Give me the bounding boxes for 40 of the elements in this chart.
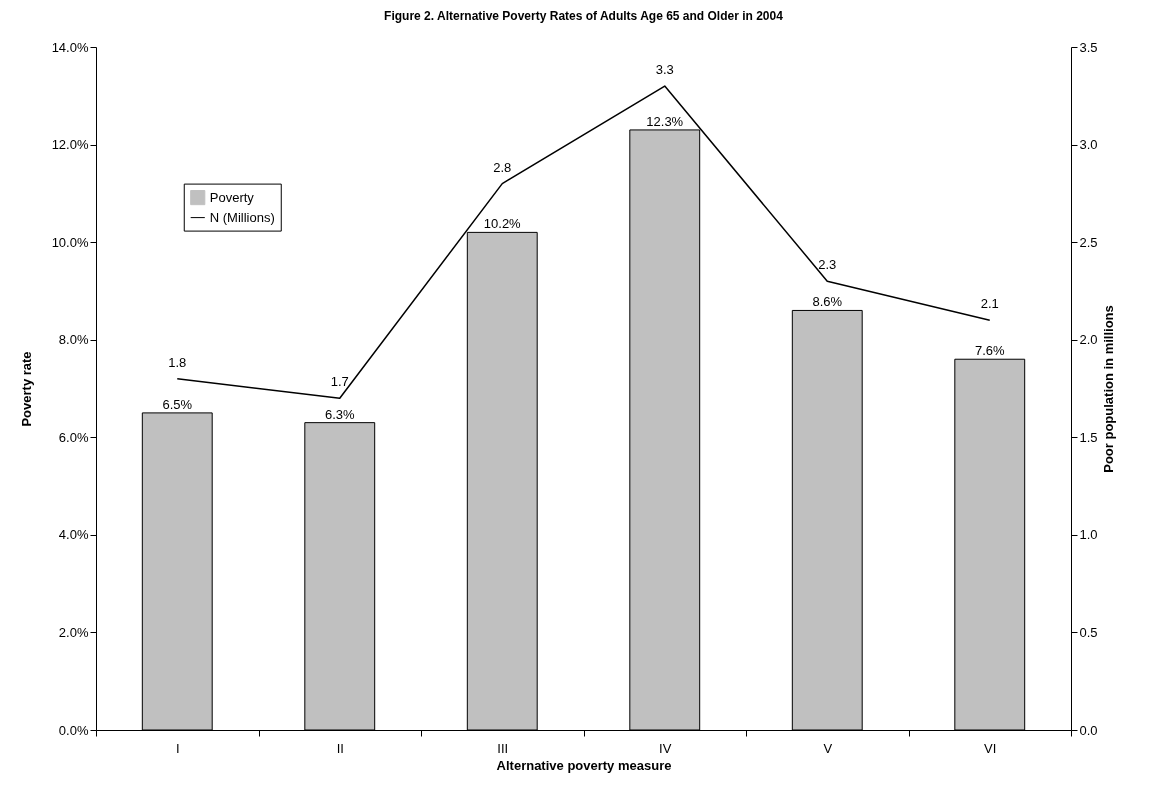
- data-label: 1.7: [330, 374, 349, 390]
- data-label: 3.3: [655, 62, 674, 78]
- y-axis-title: Poverty rate: [18, 351, 34, 427]
- legend-label: N (Millions): [209, 209, 275, 225]
- y-tick-label: 12.0%: [51, 137, 89, 153]
- data-label: 2.3: [818, 257, 837, 273]
- legend-label: Poverty: [209, 189, 255, 205]
- y2-tick-label: 2.0: [1079, 332, 1098, 348]
- y-tick-label: 6.0%: [58, 429, 89, 445]
- y-tick-label: 14.0%: [51, 39, 89, 55]
- y2-tick-label: 0.5: [1079, 624, 1098, 640]
- data-label: 2.1: [980, 296, 999, 312]
- data-label: 10.2%: [483, 216, 522, 232]
- y2-tick-label: 2.5: [1079, 234, 1098, 250]
- y-tick-label: 8.0%: [58, 332, 89, 348]
- y2-tick-label: 3.0: [1079, 137, 1098, 153]
- x-axis-title: Alternative poverty measure: [496, 757, 672, 773]
- data-label: 6.5%: [162, 396, 193, 412]
- y2-axis-title: Poor population in millions: [1100, 305, 1116, 473]
- y-tick-label: 4.0%: [58, 527, 89, 543]
- data-label: 8.6%: [812, 294, 843, 310]
- y2-tick-label: 0.0: [1079, 722, 1098, 738]
- data-label: 12.3%: [646, 113, 684, 129]
- x-tick-label: IV: [659, 740, 672, 756]
- y-tick-label: 2.0%: [58, 624, 89, 640]
- data-label: 6.3%: [324, 406, 355, 422]
- chart-title: Figure 2. Alternative Poverty Rates of Adults Age 65 and Older in 2004: [384, 9, 784, 23]
- data-label: 2.8: [493, 159, 512, 175]
- x-tick-label: III: [497, 740, 509, 756]
- x-tick-label: II: [336, 740, 344, 756]
- y-tick-label: 0.0%: [58, 722, 89, 738]
- x-tick-label: V: [823, 740, 833, 756]
- data-label: 1.8: [168, 354, 187, 370]
- x-tick-label: VI: [984, 740, 997, 756]
- y2-tick-label: 3.5: [1079, 39, 1098, 55]
- y2-tick-label: 1.5: [1079, 429, 1098, 445]
- y-tick-label: 10.0%: [51, 234, 89, 250]
- y2-tick-label: 1.0: [1079, 527, 1098, 543]
- x-tick-label: I: [175, 740, 180, 756]
- data-label: 7.6%: [974, 343, 1005, 359]
